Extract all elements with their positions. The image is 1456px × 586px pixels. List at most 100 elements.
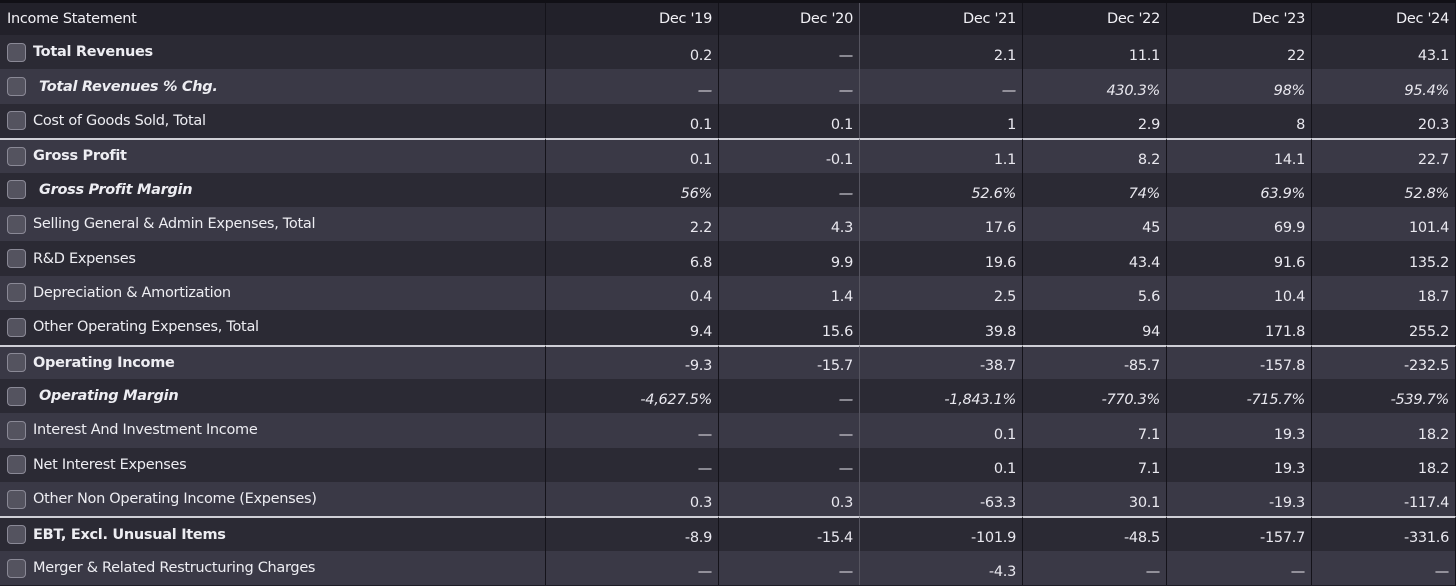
table-cell: 22.7 xyxy=(1312,138,1456,173)
table-cell: 9.9 xyxy=(719,241,860,276)
table-cell: 255.2 xyxy=(1312,310,1456,345)
table-cell: 0.3 xyxy=(546,482,719,517)
table-cell: -770.3% xyxy=(1023,378,1167,414)
row-checkbox[interactable] xyxy=(7,214,26,234)
table-cell: 101.4 xyxy=(1312,206,1456,242)
table-cell: 39.8 xyxy=(860,310,1023,345)
column-header[interactable]: Dec '22 xyxy=(1023,3,1167,35)
table-cell: 0.1 xyxy=(860,413,1023,448)
table-cell: 56% xyxy=(546,172,719,207)
row-checkbox[interactable] xyxy=(7,353,26,373)
row-checkbox[interactable] xyxy=(7,525,26,545)
table-cell: 0.1 xyxy=(546,103,719,139)
row-label-cell: EBT, Excl. Unusual Items xyxy=(0,516,546,551)
table-cell: -101.9 xyxy=(860,516,1023,551)
table-cell: 0.1 xyxy=(546,138,719,173)
table-cell: 11.1 xyxy=(1023,35,1167,70)
table-cell: 5.6 xyxy=(1023,275,1167,311)
table-cell: -8.9 xyxy=(546,516,719,551)
table-cell: — xyxy=(546,413,719,448)
table-cell: 1.4 xyxy=(719,275,860,311)
row-label-cell: Merger & Related Restructuring Charges xyxy=(0,550,546,586)
table-cell: -4,627.5% xyxy=(546,378,719,414)
table-cell: 18.2 xyxy=(1312,413,1456,448)
row-checkbox[interactable] xyxy=(7,455,26,475)
row-label: EBT, Excl. Unusual Items xyxy=(33,526,226,543)
table-cell: 9.4 xyxy=(546,310,719,345)
table-cell: 91.6 xyxy=(1167,241,1312,276)
row-checkbox[interactable] xyxy=(7,42,26,62)
column-header[interactable]: Dec '20 xyxy=(719,3,860,35)
column-header[interactable]: Dec '19 xyxy=(546,3,719,35)
row-label-cell: Operating Income xyxy=(0,344,546,379)
row-label: Gross Profit Margin xyxy=(39,181,193,198)
table-cell: 45 xyxy=(1023,206,1167,242)
table-cell: -157.7 xyxy=(1167,516,1312,551)
table-cell: -38.7 xyxy=(860,344,1023,379)
table-cell: -63.3 xyxy=(860,482,1023,517)
row-checkbox[interactable] xyxy=(7,249,26,269)
row-checkbox[interactable] xyxy=(7,146,26,166)
table-cell: 10.4 xyxy=(1167,275,1312,311)
table-cell: — xyxy=(719,35,860,70)
table-cell: — xyxy=(719,550,860,586)
row-label-cell: Total Revenues xyxy=(0,35,546,70)
table-cell: 22 xyxy=(1167,35,1312,70)
table-cell: 135.2 xyxy=(1312,241,1456,276)
table-cell: 0.2 xyxy=(546,35,719,70)
table-cell: 7.1 xyxy=(1023,447,1167,483)
table-cell: -117.4 xyxy=(1312,482,1456,517)
row-checkbox[interactable] xyxy=(7,77,26,97)
table-cell: 1 xyxy=(860,103,1023,139)
column-header[interactable]: Dec '21 xyxy=(860,3,1023,35)
row-checkbox[interactable] xyxy=(7,558,26,578)
row-checkbox[interactable] xyxy=(7,180,26,200)
row-label-cell: Depreciation & Amortization xyxy=(0,275,546,311)
table-cell: 18.7 xyxy=(1312,275,1456,311)
table-cell: 6.8 xyxy=(546,241,719,276)
row-checkbox[interactable] xyxy=(7,489,26,509)
table-cell: 7.1 xyxy=(1023,413,1167,448)
table-cell: -19.3 xyxy=(1167,482,1312,517)
table-cell: 430.3% xyxy=(1023,69,1167,104)
table-cell: — xyxy=(546,69,719,104)
table-cell: 19.3 xyxy=(1167,447,1312,483)
row-checkbox[interactable] xyxy=(7,283,26,303)
row-label: Interest And Investment Income xyxy=(33,422,258,439)
row-label-cell: Cost of Goods Sold, Total xyxy=(0,103,546,139)
row-label-cell: Total Revenues % Chg. xyxy=(0,69,546,104)
row-checkbox[interactable] xyxy=(7,386,26,406)
table-cell: 98% xyxy=(1167,69,1312,104)
row-checkbox[interactable] xyxy=(7,420,26,440)
table-cell: 2.2 xyxy=(546,206,719,242)
row-label-cell: Net Interest Expenses xyxy=(0,447,546,483)
row-label: Selling General & Admin Expenses, Total xyxy=(33,216,316,233)
row-label-cell: Gross Profit Margin xyxy=(0,172,546,207)
table-cell: — xyxy=(719,69,860,104)
row-label-cell: Other Operating Expenses, Total xyxy=(0,310,546,345)
table-cell: 14.1 xyxy=(1167,138,1312,173)
table-cell: — xyxy=(546,447,719,483)
table-cell: 20.3 xyxy=(1312,103,1456,139)
row-label-cell: Selling General & Admin Expenses, Total xyxy=(0,206,546,242)
row-checkbox[interactable] xyxy=(7,317,26,337)
table-cell: — xyxy=(719,378,860,414)
table-cell: — xyxy=(546,550,719,586)
row-checkbox[interactable] xyxy=(7,111,26,131)
table-cell: 94 xyxy=(1023,310,1167,345)
column-header[interactable]: Dec '24 xyxy=(1312,3,1456,35)
table-cell: -157.8 xyxy=(1167,344,1312,379)
row-label-cell: Operating Margin xyxy=(0,378,546,414)
table-cell: 69.9 xyxy=(1167,206,1312,242)
column-header[interactable]: Dec '23 xyxy=(1167,3,1312,35)
table-cell: -539.7% xyxy=(1312,378,1456,414)
header-label: Income Statement xyxy=(0,3,546,35)
table-cell: — xyxy=(1167,550,1312,586)
table-cell: 43.4 xyxy=(1023,241,1167,276)
row-label: Merger & Related Restructuring Charges xyxy=(33,560,316,577)
row-label: Other Operating Expenses, Total xyxy=(33,319,259,336)
row-label: Other Non Operating Income (Expenses) xyxy=(33,491,317,508)
table-cell: -48.5 xyxy=(1023,516,1167,551)
table-cell: — xyxy=(719,172,860,207)
table-cell: 2.5 xyxy=(860,275,1023,311)
